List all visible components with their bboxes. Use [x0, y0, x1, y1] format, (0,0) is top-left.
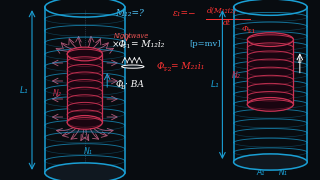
Text: dt: dt	[222, 19, 230, 27]
Text: A₂: A₂	[268, 89, 276, 98]
Text: T-1: T-1	[122, 44, 132, 49]
Text: L₁: L₁	[211, 80, 220, 89]
Text: N₂: N₂	[53, 89, 62, 98]
Text: [p=mv]: [p=mv]	[189, 40, 220, 48]
Text: = M₂₁i₁: = M₂₁i₁	[171, 62, 204, 71]
Text: A₁: A₁	[257, 168, 265, 177]
Text: Φ: Φ	[116, 80, 123, 89]
Text: T-2: T-2	[163, 67, 173, 72]
Text: · BA: · BA	[125, 80, 144, 89]
Text: B: B	[121, 85, 125, 90]
Text: N₁: N₁	[279, 168, 288, 177]
Ellipse shape	[67, 47, 102, 61]
Text: ε₁=−: ε₁=−	[173, 9, 196, 18]
Text: Nightwave: Nightwave	[114, 33, 149, 39]
Text: A₁: A₁	[93, 163, 102, 172]
Ellipse shape	[67, 116, 102, 129]
Text: N₂: N₂	[232, 71, 241, 80]
Text: i₂: i₂	[298, 58, 303, 64]
Text: L₁: L₁	[20, 86, 28, 94]
Text: = M₁₂i₂: = M₁₂i₂	[131, 40, 164, 49]
Ellipse shape	[45, 163, 125, 180]
Ellipse shape	[234, 154, 307, 170]
Text: d(M₁₂i₂): d(M₁₂i₂)	[206, 7, 236, 15]
Text: Φ: Φ	[242, 25, 248, 33]
Text: N₁: N₁	[84, 147, 92, 156]
Ellipse shape	[247, 33, 293, 46]
Text: Φ: Φ	[157, 62, 164, 71]
Polygon shape	[67, 54, 102, 122]
Text: i₂: i₂	[106, 73, 110, 79]
Ellipse shape	[122, 65, 144, 68]
Text: M₁₂=?: M₁₂=?	[115, 9, 144, 18]
Text: T-1: T-1	[247, 29, 257, 34]
Ellipse shape	[247, 98, 293, 111]
Text: ×Φ: ×Φ	[111, 40, 126, 49]
Polygon shape	[247, 40, 293, 104]
